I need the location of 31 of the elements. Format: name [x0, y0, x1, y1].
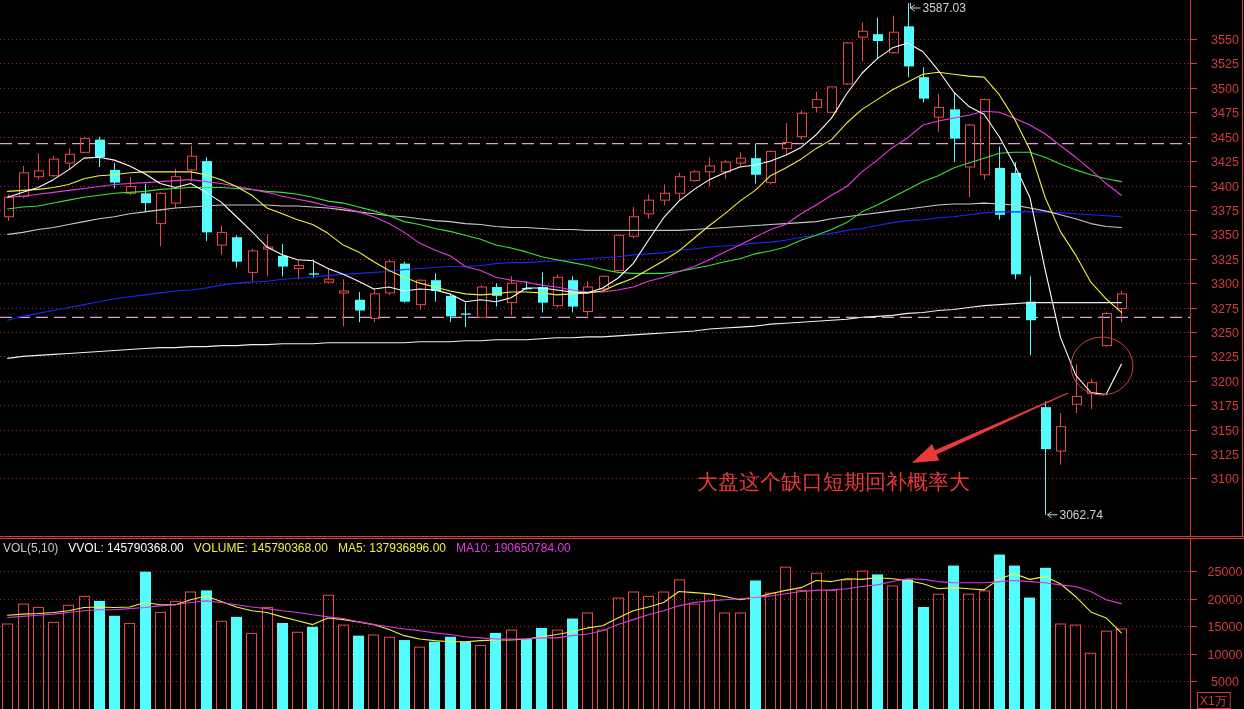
- y-tick-label: 3200: [1211, 374, 1239, 389]
- y-tick-label: 5000: [1211, 674, 1239, 689]
- y-tick-label: 15000: [1207, 619, 1243, 634]
- y-tick-label: 10000: [1207, 647, 1243, 662]
- y-tick-label: 3250: [1211, 325, 1239, 340]
- y-tick-label: 3325: [1211, 252, 1239, 267]
- y-tick-label: 3500: [1211, 81, 1239, 96]
- header-text: VVOL: 145790368.00: [68, 541, 184, 555]
- y-tick-label: 3350: [1211, 227, 1239, 242]
- y-tick-label: 3150: [1211, 423, 1239, 438]
- y-tick-label: 3400: [1211, 179, 1239, 194]
- y-tick-label: 3225: [1211, 349, 1239, 364]
- y-tick-label: 3100: [1211, 471, 1239, 486]
- y-axis-title: X1万: [1200, 694, 1227, 708]
- legend-entry: MA10: 190650784.00: [456, 541, 571, 555]
- y-tick-label: 3425: [1211, 154, 1239, 169]
- y-tick-label: 20000: [1207, 592, 1243, 607]
- header-text: VOL(5,10): [3, 541, 59, 555]
- y-tick-label: 25000: [1207, 564, 1243, 579]
- y-tick-label: 3450: [1211, 130, 1239, 145]
- legend-entry: MA5: 137936896.00: [337, 541, 446, 555]
- y-tick-label: 3525: [1211, 56, 1239, 71]
- y-tick-label: 3125: [1211, 447, 1239, 462]
- y-tick-label: 3550: [1211, 32, 1239, 47]
- y-tick-label: 3475: [1211, 105, 1239, 120]
- header-text: VOLUME: 145790368.00: [193, 541, 328, 555]
- y-tick-label: 3275: [1211, 301, 1239, 316]
- y-tick-label: 3300: [1211, 276, 1239, 291]
- y-tick-label: 3175: [1211, 398, 1239, 413]
- y-tick-label: 3375: [1211, 203, 1239, 218]
- callout-text: 大盘这个缺口短期回补概率大: [697, 470, 971, 495]
